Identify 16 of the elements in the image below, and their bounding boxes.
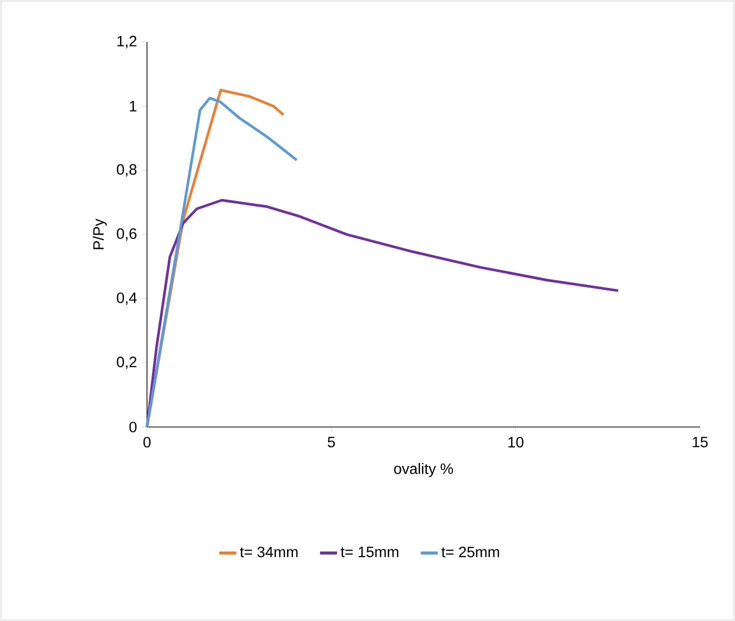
y-axis-title: P/Py [92,218,107,250]
x-axis-title: ovality % [394,463,453,477]
y-tick-label: 0,8 [116,164,136,177]
y-tick-label: 1 [130,101,136,112]
y-tick-label: 0,2 [116,356,136,370]
x-tick-label: 10 [508,436,524,448]
legend-label: t= 25mm [442,546,500,558]
y-tick-label: 0,6 [116,228,136,241]
x-tick-label: 15 [692,436,708,448]
y-tick-label: 1,2 [117,36,136,48]
y-tick-label: 0,4 [116,292,137,305]
x-tick-label: 0 [143,436,151,448]
y-tick-label: 0 [129,422,137,432]
legend-label: t= 34mm [240,546,298,558]
x-tick-label: 5 [328,436,335,448]
legend-label: t= 15mm [340,546,398,558]
